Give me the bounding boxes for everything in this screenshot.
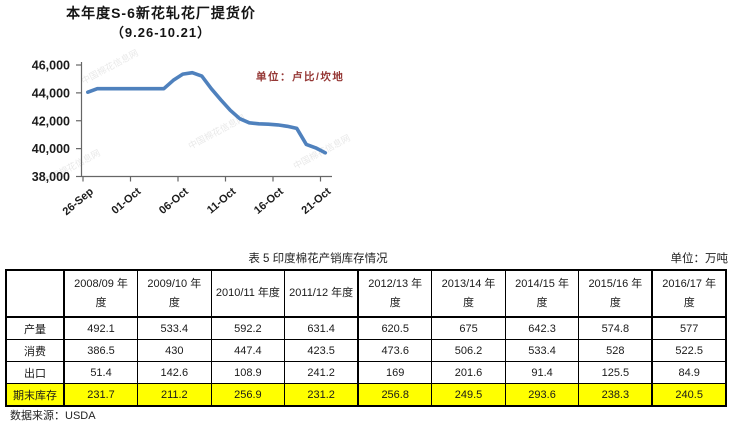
chart-title: 本年度S-6新花轧花厂提货价: [66, 5, 256, 21]
value-cell: 84.9: [651, 361, 727, 384]
y-tick-label: 38,000: [32, 170, 70, 184]
x-tick-label: 01-Oct: [109, 185, 143, 216]
x-tick-label: 21-Oct: [299, 185, 333, 216]
value-cell: 231.7: [63, 383, 139, 407]
row-label: 消费: [5, 339, 65, 362]
year-header: 2010/11 年度: [210, 269, 286, 318]
data-source: 数据来源：USDA: [10, 410, 96, 422]
value-cell: 447.4: [210, 339, 286, 362]
year-header: 2013/14 年度: [431, 269, 506, 318]
x-tick-label: 11-Oct: [205, 185, 239, 216]
y-tick-label: 44,000: [32, 86, 70, 100]
value-cell: 430: [137, 339, 212, 362]
y-tick-label: 42,000: [32, 114, 70, 128]
table-row: 产量 492.1 533.4 592.2 631.4 620.5 675 642.3 574.8…: [5, 316, 727, 340]
cotton-stats-table: 2008/09 年度 2009/10 年度 2010/11 年度 2011/12 年度…: [5, 269, 727, 407]
value-cell: 522.5: [651, 339, 727, 362]
value-cell: 169: [357, 361, 433, 384]
x-tick-label: 16-Oct: [252, 185, 286, 216]
price-line: [86, 70, 328, 155]
value-cell: 473.6: [357, 339, 433, 362]
value-cell: 533.4: [504, 339, 580, 362]
year-header: 2011/12 年度: [284, 269, 359, 318]
value-cell: 211.2: [137, 383, 212, 407]
value-cell: 631.4: [284, 316, 359, 340]
value-cell: 675: [431, 316, 506, 340]
chart-unit-label: 单位：卢比/坎地: [256, 71, 345, 83]
value-cell: 293.6: [504, 383, 580, 407]
value-cell: 125.5: [578, 361, 653, 384]
row-label: 产量: [5, 316, 65, 340]
year-header: 2016/17 年度: [651, 269, 727, 318]
value-cell: 142.6: [137, 361, 212, 384]
table-unit-label: 单位：万吨: [670, 253, 729, 265]
value-cell: 256.9: [210, 383, 286, 407]
table-row: 消费 386.5 430 447.4 423.5 473.6 506.2 533.4 528 52…: [5, 339, 727, 362]
value-cell: 241.2: [284, 361, 359, 384]
value-cell: 574.8: [578, 316, 653, 340]
value-cell: 592.2: [210, 316, 286, 340]
y-tick-label: 46,000: [32, 59, 70, 73]
chart-subtitle: （9.26-10.21）: [110, 25, 212, 40]
value-cell: 577: [651, 316, 727, 340]
value-cell: 256.8: [357, 383, 433, 407]
value-cell: 506.2: [431, 339, 506, 362]
y-tick-label: 40,000: [32, 142, 70, 156]
value-cell: 386.5: [63, 339, 139, 362]
corner-cell: [5, 269, 65, 318]
value-cell: 642.3: [504, 316, 580, 340]
chart-plot-area: 38,000 40,000 42,000 44,000 46,000 26-Sep 01-O…: [32, 59, 334, 218]
x-tick-label: 06-Oct: [157, 185, 191, 216]
value-cell: 533.4: [137, 316, 212, 340]
table-row: 期末库存 231.7 211.2 256.9 231.2 256.8 249.5 293.6 2…: [5, 383, 727, 407]
value-cell: 108.9: [210, 361, 286, 384]
value-cell: 231.2: [284, 383, 359, 407]
value-cell: 620.5: [357, 316, 433, 340]
value-cell: 492.1: [63, 316, 139, 340]
value-cell: 238.3: [578, 383, 653, 407]
table-caption: 表 5 印度棉花产销库存情况: [248, 253, 388, 265]
year-header: 2014/15 年度: [504, 269, 580, 318]
price-line-chart: 本年度S-6新花轧花厂提货价 （9.26-10.21） 中国棉花信息网 中国棉花…: [0, 0, 380, 242]
row-label: 出口: [5, 361, 65, 384]
year-header: 2008/09 年度: [63, 269, 139, 318]
x-tick-label: 26-Sep: [61, 185, 97, 218]
value-cell: 249.5: [431, 383, 506, 407]
value-cell: 528: [578, 339, 653, 362]
value-cell: 240.5: [651, 383, 727, 407]
value-cell: 423.5: [284, 339, 359, 362]
year-header: 2015/16 年度: [578, 269, 653, 318]
value-cell: 51.4: [63, 361, 139, 384]
year-header: 2012/13 年度: [357, 269, 433, 318]
year-header: 2009/10 年度: [137, 269, 212, 318]
table-row: 出口 51.4 142.6 108.9 241.2 169 201.6 91.4 125.5 84…: [5, 361, 727, 384]
value-cell: 91.4: [504, 361, 580, 384]
row-label: 期末库存: [5, 383, 65, 407]
value-cell: 201.6: [431, 361, 506, 384]
